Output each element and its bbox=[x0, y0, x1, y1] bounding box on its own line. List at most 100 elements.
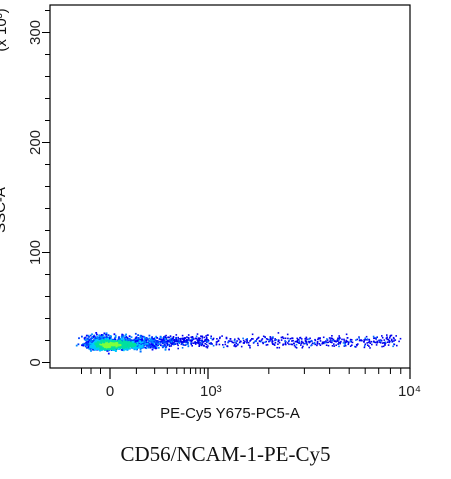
scatter-point bbox=[329, 340, 331, 343]
scatter-point bbox=[233, 341, 235, 344]
scatter-point bbox=[277, 339, 280, 341]
scatter-point bbox=[298, 342, 300, 344]
scatter-point bbox=[356, 338, 359, 341]
scatter-point bbox=[325, 344, 328, 346]
scatter-point bbox=[212, 344, 215, 347]
scatter-point bbox=[370, 340, 373, 343]
scatter-point bbox=[295, 341, 298, 343]
scatter-point bbox=[375, 344, 378, 346]
scatter-point bbox=[355, 346, 357, 348]
scatter-point bbox=[139, 348, 142, 351]
scatter-point bbox=[301, 340, 303, 343]
scatter-point bbox=[355, 339, 357, 341]
scatter-point bbox=[264, 336, 266, 338]
scatter-point bbox=[160, 336, 162, 339]
scatter-point bbox=[313, 342, 315, 345]
scatter-point bbox=[164, 348, 167, 351]
scatter-point bbox=[136, 339, 139, 342]
scatter-point bbox=[134, 338, 137, 341]
scatter-point bbox=[110, 347, 113, 350]
scatter-point bbox=[245, 338, 247, 341]
scatter-point bbox=[107, 346, 110, 349]
scatter-point bbox=[197, 339, 199, 341]
scatter-point bbox=[363, 341, 365, 343]
scatter-point bbox=[155, 341, 158, 344]
scatter-point bbox=[148, 337, 151, 340]
scatter-point bbox=[98, 335, 101, 338]
scatter-point bbox=[299, 336, 302, 339]
scatter-point bbox=[97, 345, 100, 348]
scatter-point bbox=[378, 341, 380, 343]
scatter-point bbox=[93, 345, 96, 348]
scatter-point bbox=[136, 341, 139, 344]
scatter-point bbox=[143, 343, 146, 345]
scatter-point bbox=[178, 338, 180, 340]
scatter-point bbox=[376, 342, 378, 344]
scatter-point bbox=[258, 340, 261, 342]
scatter-point bbox=[330, 337, 332, 339]
scatter-point bbox=[304, 340, 307, 343]
scatter-point bbox=[316, 344, 318, 347]
scatter-point bbox=[128, 347, 131, 350]
scatter-point bbox=[293, 342, 295, 345]
scatter-point bbox=[339, 341, 342, 344]
scatter-point bbox=[89, 344, 92, 347]
x-tick-label: 0 bbox=[106, 383, 114, 400]
scatter-point bbox=[86, 347, 88, 349]
scatter-point bbox=[203, 345, 205, 347]
scatter-point bbox=[218, 343, 221, 346]
scatter-point bbox=[157, 340, 160, 343]
scatter-point bbox=[138, 340, 140, 343]
scatter-point bbox=[203, 336, 206, 339]
scatter-point bbox=[146, 342, 149, 345]
scatter-point bbox=[161, 345, 164, 348]
scatter-point bbox=[146, 338, 149, 341]
scatter-point bbox=[201, 340, 204, 343]
scatter-point bbox=[335, 344, 337, 346]
scatter-point bbox=[170, 340, 173, 343]
scatter-point bbox=[316, 341, 319, 344]
scatter-point bbox=[255, 340, 257, 342]
scatter-point bbox=[338, 338, 341, 341]
scatter-point bbox=[204, 339, 206, 341]
scatter-point bbox=[152, 346, 154, 349]
scatter-point bbox=[114, 350, 117, 352]
scatter-point bbox=[138, 346, 141, 348]
scatter-point bbox=[326, 341, 328, 344]
scatter-point bbox=[191, 339, 193, 341]
scatter-point bbox=[322, 341, 325, 343]
scatter-point bbox=[96, 339, 99, 342]
scatter-point bbox=[187, 343, 189, 345]
scatter-point bbox=[164, 336, 167, 339]
scatter-point bbox=[210, 335, 212, 338]
scatter-point bbox=[151, 339, 153, 342]
scatter-point bbox=[147, 345, 150, 348]
scatter-point bbox=[168, 339, 171, 342]
scatter-point bbox=[271, 340, 274, 342]
scatter-point bbox=[173, 340, 176, 343]
scatter-point bbox=[246, 341, 248, 344]
scatter-point bbox=[96, 341, 99, 344]
scatter-point bbox=[269, 336, 272, 338]
scatter-point bbox=[351, 344, 353, 346]
scatter-point bbox=[222, 346, 225, 349]
scatter-point bbox=[289, 337, 292, 340]
scatter-point bbox=[379, 339, 382, 341]
scatter-point bbox=[183, 340, 185, 342]
scatter-point bbox=[358, 336, 360, 338]
scatter-point bbox=[272, 342, 274, 345]
scatter-point bbox=[351, 341, 354, 344]
scatter-point bbox=[140, 343, 142, 346]
scatter-point bbox=[345, 333, 348, 336]
scatter-point bbox=[190, 340, 193, 343]
scatter-point bbox=[182, 341, 184, 344]
scatter-point bbox=[123, 346, 126, 349]
scatter-point bbox=[112, 338, 114, 341]
scatter-point bbox=[92, 342, 95, 345]
scatter-point bbox=[257, 336, 260, 339]
scatter-point bbox=[284, 340, 287, 342]
scatter-point bbox=[123, 344, 126, 347]
scatter-point bbox=[172, 336, 175, 338]
scatter-point bbox=[107, 352, 110, 355]
scatter-point bbox=[116, 342, 119, 345]
